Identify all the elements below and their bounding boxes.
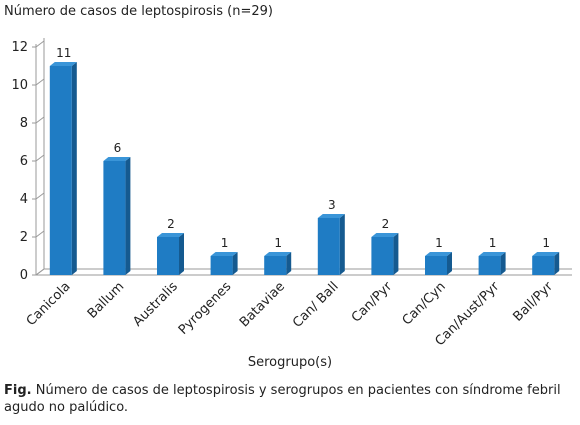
bar-front — [425, 256, 447, 275]
bar-front — [532, 256, 555, 275]
y-tick-depth — [35, 154, 45, 162]
data-label: 1 — [489, 236, 497, 250]
category-label: Can/ Ball — [290, 279, 342, 331]
category-label: Bataviae — [237, 279, 288, 330]
bar-side — [393, 233, 399, 275]
y-axis-ticks: 0 2 4 6 8 10 12 — [11, 40, 45, 283]
bar-side — [232, 252, 238, 275]
bar-front — [371, 237, 394, 275]
category-label: Australis — [130, 279, 181, 330]
caption-text: Número de casos de leptospirosis y serog… — [4, 383, 561, 415]
bar — [425, 252, 452, 275]
category-label: Can/Pyr — [349, 279, 396, 326]
bar-front — [264, 256, 287, 275]
y-tick-depth — [35, 40, 45, 48]
bar-front — [317, 218, 340, 275]
caption-prefix: Fig. — [4, 383, 32, 398]
bar-top — [425, 252, 452, 256]
y-tick-label: 10 — [11, 78, 28, 93]
bar-side — [500, 252, 506, 275]
bar-side — [554, 252, 560, 275]
y-tick-label: 8 — [20, 116, 28, 131]
bar-front — [478, 256, 501, 275]
bar — [317, 214, 345, 275]
bar-top — [49, 62, 77, 66]
figure-caption: Fig. Número de casos de leptospirosis y … — [4, 382, 576, 416]
y-tick-label: 6 — [20, 154, 28, 169]
bar-front — [157, 237, 179, 275]
data-label: 2 — [167, 217, 175, 231]
data-label: 1 — [274, 236, 282, 250]
bar-front — [210, 256, 233, 275]
bar — [210, 252, 238, 275]
bar-front — [49, 66, 72, 275]
y-tick-label: 12 — [11, 40, 28, 55]
category-label: Pyrogenes — [176, 279, 235, 338]
bar-top — [371, 233, 399, 237]
y-tick-depth — [35, 268, 45, 276]
bar — [49, 62, 77, 275]
y-tick-label: 2 — [20, 230, 28, 245]
data-label: 1 — [221, 236, 229, 250]
category-label: Canicola — [24, 279, 74, 329]
chart-title: Número de casos de leptospirosis (n=29) — [4, 4, 273, 19]
bar — [478, 252, 506, 275]
y-tick-depth — [35, 230, 45, 238]
y-tick-label: 4 — [20, 192, 28, 207]
category-label: Ballum — [85, 279, 127, 321]
bar-top — [103, 157, 131, 161]
bar-top — [532, 252, 560, 256]
bar-top — [478, 252, 506, 256]
category-label: Ball/Pyr — [511, 279, 557, 325]
bar-side — [125, 157, 131, 275]
data-label: 1 — [435, 236, 443, 250]
bar — [157, 233, 184, 275]
x-axis-title: Serogrupo(s) — [248, 355, 332, 370]
bar-side — [71, 62, 77, 275]
bar — [103, 157, 131, 275]
bar-top — [157, 233, 184, 237]
bar-front — [103, 161, 126, 275]
bar — [371, 233, 399, 275]
data-label: 1 — [542, 236, 550, 250]
y-tick-depth — [35, 116, 45, 124]
y-tick-depth — [35, 78, 45, 86]
bar-top — [264, 252, 292, 256]
bar — [532, 252, 560, 275]
bar-top — [210, 252, 238, 256]
category-label: Can/Cyn — [400, 279, 449, 328]
bar-side — [286, 252, 292, 275]
bar-top — [317, 214, 345, 218]
bars — [49, 62, 560, 275]
data-label: 6 — [114, 141, 122, 155]
data-label: 11 — [56, 46, 71, 60]
bar-side — [339, 214, 345, 275]
bar-side — [179, 233, 184, 275]
bar-side — [447, 252, 452, 275]
data-label: 3 — [328, 198, 336, 212]
y-tick-label: 0 — [20, 268, 28, 283]
bar — [264, 252, 292, 275]
y-tick-depth — [35, 192, 45, 200]
data-label: 2 — [382, 217, 390, 231]
